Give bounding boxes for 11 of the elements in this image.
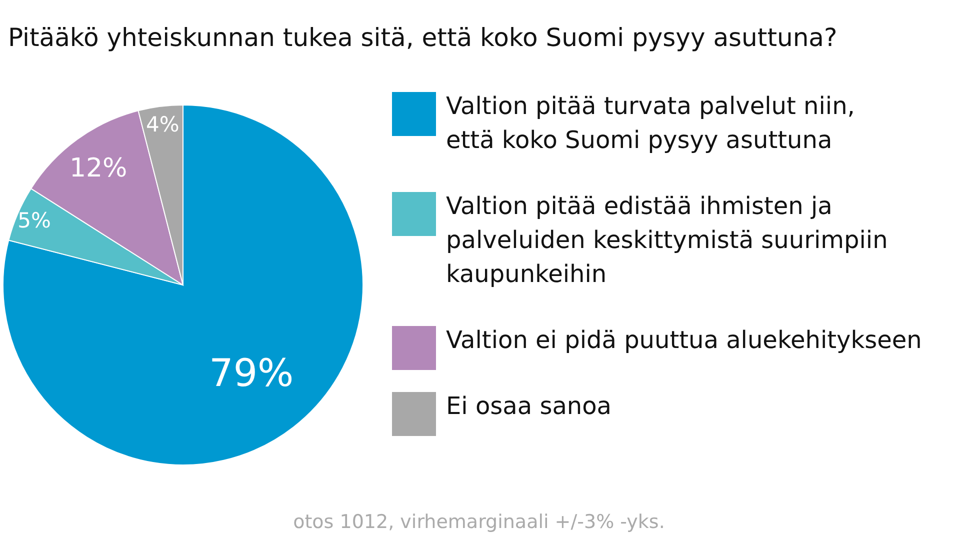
data-label: 5%: [18, 208, 51, 233]
text: otos 1012, virhemarginaali +/-3% -yks.: [293, 511, 665, 533]
legend-label: Valtion pitää edistää ihmisten ja palveluiden keskittymistä suurimpiin kaupunkeihin: [446, 192, 888, 288]
pie-slice: [2, 104, 364, 466]
legend-label: Ei osaa sanoa: [446, 392, 612, 420]
data-label: 12%: [69, 154, 128, 184]
data-label: 4%: [146, 112, 180, 136]
chart-title: Pitääkö yhteiskunnan tukea sitä, että koko Suomi pysyy asuttuna?: [8, 23, 838, 52]
data-label: 79%: [209, 351, 294, 396]
legend-label: Valtion ei pidä puuttua aluekehitykseen: [446, 326, 922, 354]
legend-label: Valtion pitää turvata palvelut niin, että koko Suomi pysyy asuttuna: [446, 92, 855, 154]
